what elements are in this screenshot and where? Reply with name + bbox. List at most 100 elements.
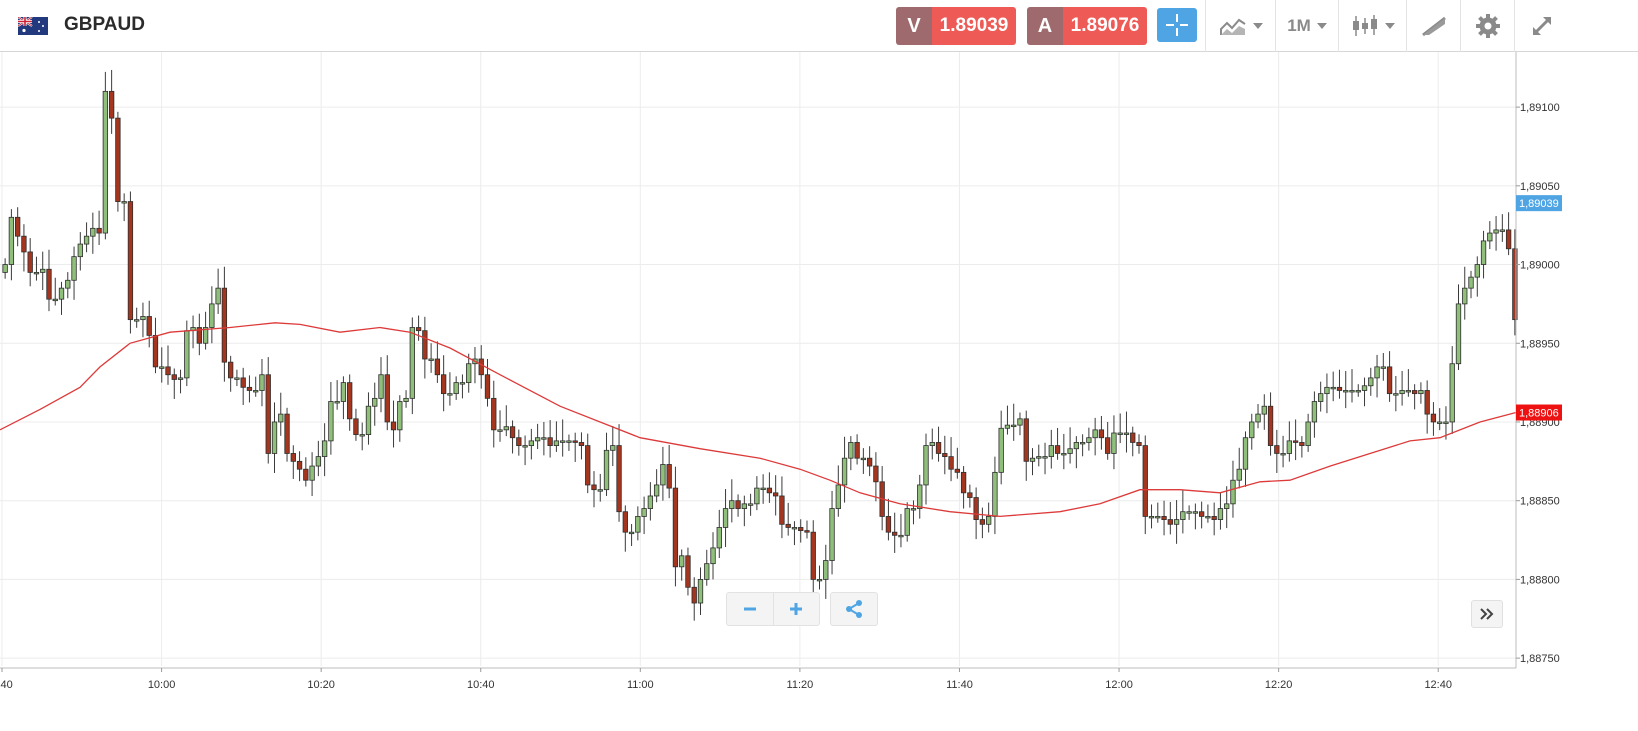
candle-body bbox=[227, 361, 234, 379]
candle-body bbox=[1142, 445, 1148, 517]
candle-body bbox=[290, 453, 296, 462]
candle-body bbox=[1499, 229, 1505, 232]
zoom-out-button[interactable] bbox=[727, 593, 774, 625]
candle bbox=[1173, 500, 1180, 544]
candle-body bbox=[215, 287, 221, 305]
candle-body bbox=[177, 377, 184, 380]
candle-body bbox=[747, 503, 754, 506]
candle-body bbox=[140, 316, 146, 321]
candle bbox=[1343, 370, 1349, 409]
candle bbox=[710, 532, 716, 580]
uk-au-flag-icon bbox=[18, 17, 48, 35]
candle-body bbox=[209, 303, 215, 328]
candle-body bbox=[1048, 445, 1054, 458]
candle-body bbox=[973, 497, 979, 520]
candle-body bbox=[741, 503, 747, 509]
y-tick-label: 1,89050 bbox=[1520, 181, 1560, 193]
candle-body bbox=[835, 484, 841, 509]
candle-body bbox=[572, 440, 578, 443]
candle-body bbox=[246, 386, 253, 391]
candle bbox=[1374, 354, 1380, 398]
candle bbox=[1186, 505, 1192, 520]
candle-body bbox=[603, 449, 610, 491]
candle-body bbox=[365, 405, 372, 435]
candle-body bbox=[422, 330, 428, 360]
chart-type-select[interactable] bbox=[1338, 0, 1406, 52]
candle-body bbox=[578, 442, 585, 446]
candle-body bbox=[998, 427, 1004, 473]
timeframe-select[interactable]: 1M bbox=[1275, 0, 1338, 52]
candle bbox=[165, 345, 171, 385]
crosshair-button[interactable] bbox=[1157, 8, 1197, 42]
candle bbox=[585, 433, 591, 494]
candle bbox=[704, 549, 710, 586]
x-tick-label: 9:40 bbox=[0, 679, 13, 691]
candle bbox=[1299, 436, 1305, 458]
candle-body bbox=[127, 201, 134, 321]
zoom-in-button[interactable] bbox=[774, 593, 820, 625]
candle bbox=[942, 435, 948, 475]
candle-body bbox=[1130, 432, 1136, 443]
candle-body bbox=[1437, 421, 1443, 424]
candle-body bbox=[1462, 287, 1468, 305]
candle bbox=[760, 474, 766, 504]
candle-body bbox=[1393, 393, 1399, 396]
candle-body bbox=[428, 358, 434, 361]
candle bbox=[159, 347, 165, 383]
candle bbox=[616, 424, 622, 522]
candle-body bbox=[102, 90, 109, 234]
candle bbox=[459, 374, 466, 399]
candle bbox=[365, 392, 372, 445]
candle bbox=[960, 466, 967, 509]
candle-body bbox=[954, 468, 960, 473]
candle bbox=[1004, 405, 1011, 435]
candle bbox=[378, 357, 384, 413]
candle-body bbox=[90, 227, 96, 237]
candle bbox=[422, 316, 428, 379]
candle bbox=[841, 436, 848, 503]
indicators-button[interactable] bbox=[1205, 0, 1275, 52]
candle-body bbox=[735, 500, 741, 509]
candle-body bbox=[1336, 386, 1343, 391]
price-chart[interactable]: 1,887501,888001,888501,889001,889501,890… bbox=[0, 52, 1638, 731]
candle bbox=[992, 456, 998, 535]
candle bbox=[603, 432, 610, 496]
candle-body bbox=[710, 547, 716, 565]
candle-body bbox=[353, 418, 359, 435]
settings-button[interactable] bbox=[1460, 0, 1514, 52]
candle-body bbox=[1424, 390, 1430, 415]
candle bbox=[597, 473, 603, 502]
candle-body bbox=[860, 457, 867, 461]
fullscreen-button[interactable] bbox=[1514, 0, 1568, 52]
candle-body bbox=[1061, 453, 1067, 456]
share-button[interactable] bbox=[830, 592, 878, 626]
candle bbox=[359, 422, 365, 451]
candle-body bbox=[1411, 390, 1418, 395]
buy-quote-button[interactable]: A 1.89076 bbox=[1027, 7, 1147, 45]
candle bbox=[747, 493, 754, 516]
candle-body bbox=[284, 413, 290, 454]
candle-body bbox=[509, 426, 516, 439]
candle bbox=[328, 381, 334, 455]
candle bbox=[1192, 503, 1199, 530]
candle bbox=[27, 238, 33, 287]
candle-body bbox=[1004, 424, 1011, 429]
candle-body bbox=[1324, 386, 1330, 395]
candle bbox=[265, 357, 271, 464]
candle-body bbox=[359, 434, 365, 437]
candle-body bbox=[321, 440, 328, 458]
candle bbox=[491, 380, 497, 448]
sell-quote-button[interactable]: V 1.89039 bbox=[896, 7, 1016, 45]
candle-body bbox=[898, 534, 904, 538]
candle-body bbox=[328, 401, 334, 442]
drawing-tools-button[interactable] bbox=[1406, 0, 1460, 52]
candle bbox=[798, 519, 804, 543]
candle-body bbox=[960, 471, 967, 494]
candle bbox=[1474, 256, 1480, 297]
drawing-tool-icon bbox=[1421, 16, 1446, 37]
candle bbox=[553, 421, 560, 452]
candle bbox=[227, 355, 234, 392]
x-tick-label: 11:40 bbox=[946, 679, 973, 691]
scroll-to-latest-button[interactable] bbox=[1471, 600, 1503, 628]
candle bbox=[885, 498, 892, 541]
